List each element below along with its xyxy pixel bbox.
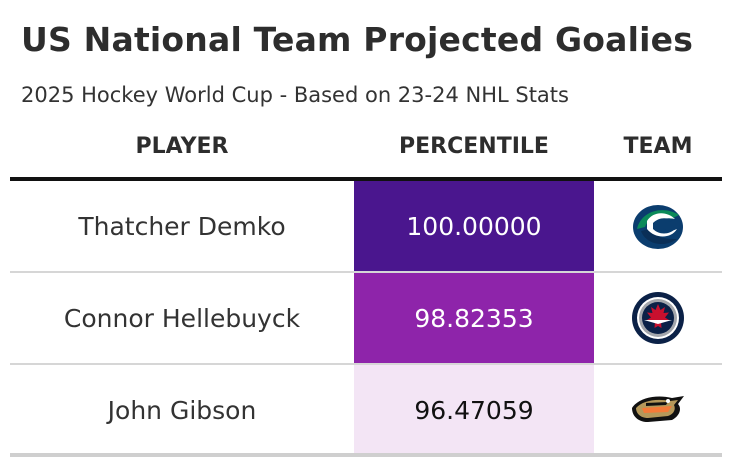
table-row: Thatcher Demko 100.00000 bbox=[10, 181, 722, 273]
player-name-cell: Connor Hellebuyck bbox=[63, 303, 301, 333]
player-name-cell: John Gibson bbox=[107, 395, 257, 425]
ducks-logo-icon bbox=[594, 365, 722, 455]
column-header-team: TEAM bbox=[623, 134, 693, 159]
percentile-cell: 100.00000 bbox=[354, 181, 594, 271]
percentile-cell: 98.82353 bbox=[354, 273, 594, 363]
header-divider bbox=[10, 177, 722, 181]
player-name-cell: Thatcher Demko bbox=[78, 211, 286, 241]
canucks-logo-icon bbox=[594, 181, 722, 271]
page-subtitle: 2025 Hockey World Cup - Based on 23-24 N… bbox=[21, 83, 569, 107]
row-divider bbox=[10, 271, 722, 273]
column-header-percentile: PERCENTILE bbox=[399, 134, 549, 159]
table-row: John Gibson 96.47059 bbox=[10, 365, 722, 457]
page-title: US National Team Projected Goalies bbox=[21, 20, 694, 59]
table-row: Connor Hellebuyck 98.82353 bbox=[10, 273, 722, 365]
row-divider bbox=[10, 453, 722, 457]
row-divider bbox=[10, 363, 722, 365]
column-header-player: PLAYER bbox=[135, 134, 229, 159]
jets-logo-icon bbox=[594, 273, 722, 363]
percentile-cell: 96.47059 bbox=[354, 365, 594, 455]
